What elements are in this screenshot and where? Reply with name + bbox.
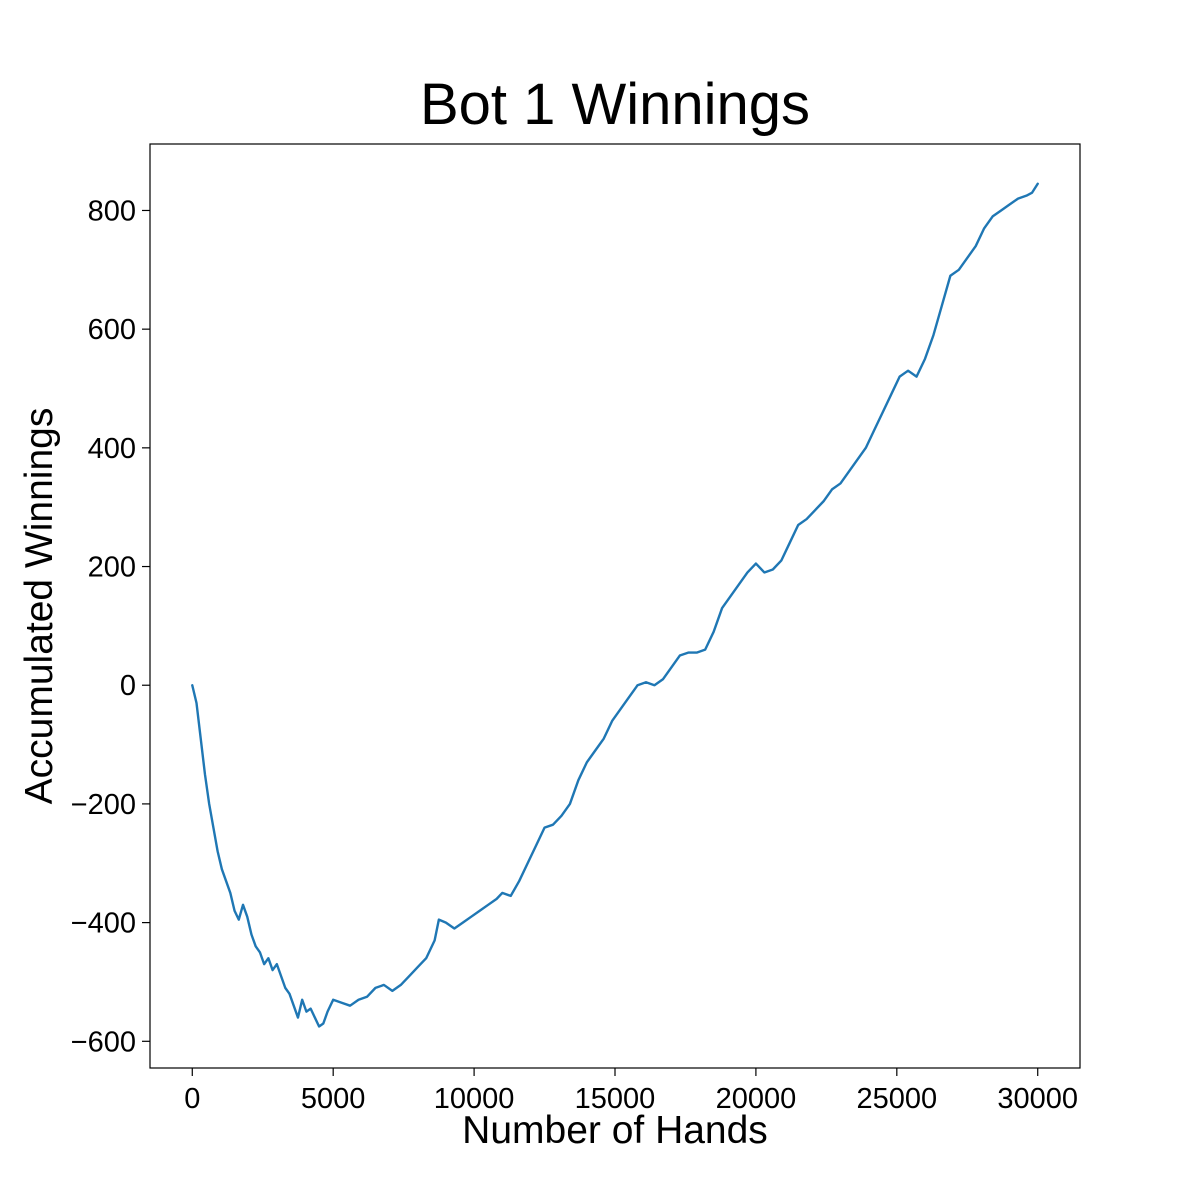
y-tick-label: −200 xyxy=(71,789,136,821)
series-line-0 xyxy=(191,182,1039,1028)
y-tick-label: 200 xyxy=(88,552,136,584)
x-tick-label: 5000 xyxy=(301,1083,366,1115)
y-axis-label: Accumulated Winnings xyxy=(18,408,61,805)
x-tick-label: 20000 xyxy=(716,1083,797,1115)
x-tick-label: 25000 xyxy=(856,1083,937,1115)
y-tick-label: −600 xyxy=(71,1026,136,1058)
y-tick-label: 800 xyxy=(88,195,136,227)
y-tick-label: 0 xyxy=(120,670,136,702)
x-tick-label: 10000 xyxy=(434,1083,515,1115)
x-tick-label: 0 xyxy=(184,1083,200,1115)
plot-area: 0 5000 10000 15000 20000 25000 30000 −600 −400 −2… xyxy=(71,143,1081,1115)
y-tick-label: 600 xyxy=(88,314,136,346)
x-tick-label: 30000 xyxy=(997,1083,1078,1115)
x-tick-label: 15000 xyxy=(575,1083,656,1115)
plot-frame xyxy=(149,143,1081,1069)
y-tick-label: 400 xyxy=(88,433,136,465)
y-tick-label: −400 xyxy=(71,908,136,940)
chart-title: Bot 1 Winnings xyxy=(420,72,810,137)
x-axis-label: Number of Hands xyxy=(462,1109,768,1152)
